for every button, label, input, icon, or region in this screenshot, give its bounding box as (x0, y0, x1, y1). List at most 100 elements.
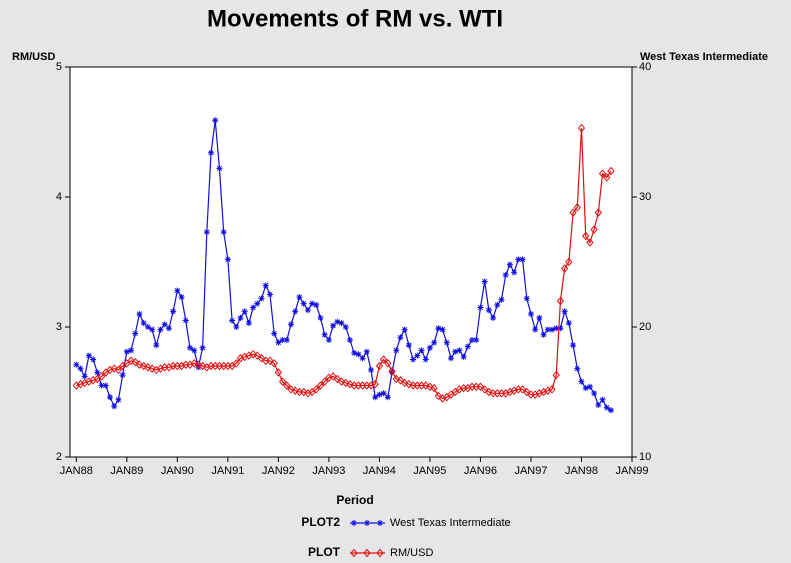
data-point (291, 386, 299, 395)
data-point (165, 363, 173, 372)
data-point (359, 355, 366, 362)
data-point (490, 314, 497, 321)
data-point (102, 382, 109, 389)
data-point (393, 347, 400, 354)
data-point (582, 231, 590, 241)
y-axis-label: RM/USD (12, 51, 55, 63)
data-point (506, 387, 514, 397)
data-point (296, 294, 303, 301)
data-point (153, 342, 160, 349)
x-tick-label: JAN89 (110, 465, 143, 477)
data-point (607, 166, 615, 176)
data-point (76, 379, 85, 389)
data-point (253, 351, 261, 360)
data-point (599, 396, 606, 403)
legend-marker (377, 520, 383, 526)
data-point (351, 350, 358, 356)
data-point (81, 373, 88, 380)
data-point (560, 264, 569, 273)
data-point (384, 394, 391, 401)
data-point (304, 307, 311, 314)
y2-tick-label: 10 (639, 451, 651, 463)
data-point (434, 391, 443, 401)
data-point (90, 356, 97, 363)
data-point (443, 339, 450, 346)
data-point (591, 390, 598, 397)
data-point (312, 385, 320, 394)
data-point (190, 359, 198, 368)
data-point (469, 337, 476, 343)
data-point (515, 256, 522, 263)
data-point (245, 351, 253, 360)
data-point (257, 353, 266, 363)
data-point (523, 295, 530, 302)
data-point (132, 330, 139, 337)
data-point (569, 208, 577, 217)
data-point (532, 326, 539, 333)
data-point (203, 229, 210, 236)
data-point (270, 359, 278, 368)
data-point (375, 361, 384, 371)
x-tick-label: JAN96 (464, 465, 497, 477)
data-point (556, 296, 565, 306)
data-point (119, 372, 126, 379)
data-point (598, 169, 607, 178)
data-point (304, 389, 312, 398)
data-point (405, 379, 413, 389)
data-point (401, 378, 409, 388)
data-point (539, 387, 548, 397)
data-point (438, 394, 447, 403)
data-point (502, 389, 510, 398)
data-point (389, 369, 396, 376)
data-point (371, 379, 379, 389)
data-point (123, 348, 130, 355)
data-point (135, 360, 144, 369)
data-point (603, 404, 610, 411)
legend-marker (350, 548, 358, 558)
data-point (287, 385, 295, 394)
data-point (157, 326, 164, 333)
data-point (334, 318, 341, 325)
data-point (422, 356, 429, 363)
data-point (346, 337, 353, 343)
plot-area (69, 66, 633, 458)
data-point (195, 364, 202, 371)
x-tick-label: JAN93 (312, 465, 345, 477)
data-point (565, 320, 572, 327)
data-point (283, 337, 290, 343)
y-tick-label: 4 (56, 191, 62, 203)
data-point (283, 381, 291, 390)
data-point (266, 356, 274, 366)
data-point (396, 376, 405, 385)
data-point (586, 383, 593, 390)
data-point (292, 308, 299, 315)
data-point (388, 366, 396, 376)
data-point (224, 256, 231, 263)
data-point (262, 282, 269, 289)
data-point (241, 308, 248, 315)
data-point (177, 361, 186, 371)
data-point (367, 366, 374, 373)
data-point (565, 257, 573, 267)
y-tick-label: 2 (56, 451, 62, 463)
data-point (410, 356, 417, 363)
data-point (401, 326, 408, 333)
data-point (325, 373, 333, 382)
data-point (422, 381, 430, 390)
data-point (519, 256, 526, 263)
data-point (275, 339, 282, 346)
x-tick-label: JAN94 (363, 465, 396, 477)
data-point (485, 387, 493, 397)
data-point (254, 300, 261, 307)
data-point (540, 331, 547, 338)
data-point (149, 326, 156, 333)
data-point (380, 390, 387, 397)
y-tick-label: 5 (56, 61, 62, 73)
data-point (346, 379, 354, 389)
data-point (544, 386, 552, 395)
data-point (561, 308, 568, 315)
x-tick-label: JAN97 (514, 465, 547, 477)
data-point (376, 391, 383, 398)
data-point (136, 311, 143, 317)
data-point (110, 364, 118, 373)
